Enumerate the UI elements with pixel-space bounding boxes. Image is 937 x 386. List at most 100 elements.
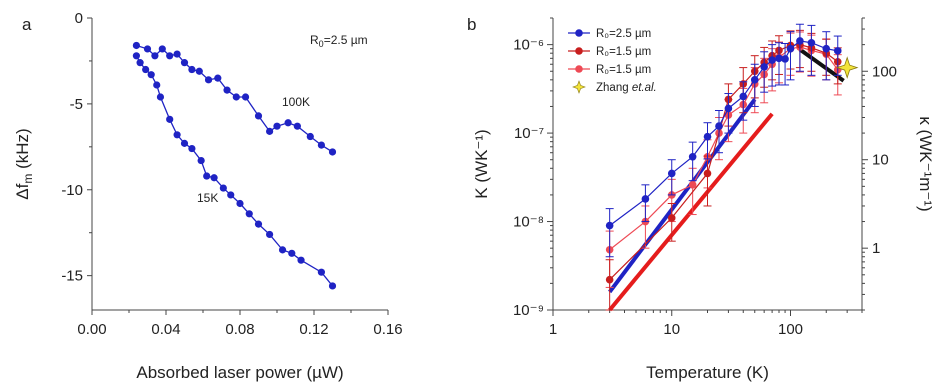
y2-axis-label: κ (WK⁻¹m⁻¹) [916,116,935,211]
data-point [156,93,165,101]
data-point [266,230,274,239]
x-tick-label: 0.16 [373,321,402,338]
data-point [254,220,263,228]
data-point [688,152,697,161]
x-axis-label: Absorbed laser power (µW) [136,363,343,382]
data-point [688,181,697,189]
y-tick-label: -5 [70,96,83,113]
data-point [223,86,231,94]
data-point [188,65,196,74]
y-axis-label: Δfm (kHz) [13,128,35,199]
data-point [641,195,650,203]
x-tick-label: 0.08 [225,321,254,338]
data-point [214,74,222,82]
zhang-data-marker [835,56,859,79]
x-axis-label: Temperature (K) [646,363,769,382]
series-label-100K: 100K [282,95,310,109]
legend-label-zhang-italic: et.al. [632,82,657,94]
data-point [306,132,314,141]
data-point [180,59,189,67]
data-point [153,81,161,89]
radius-annotation-sub: 0 [319,39,324,49]
y-tick-label: 10⁻⁷ [514,125,544,142]
data-point [158,45,166,53]
data-point [667,214,676,222]
data-point [147,71,155,79]
panel-label-a: a [22,15,32,34]
data-point [796,37,804,45]
data-point [288,249,296,257]
data-point [781,55,789,63]
data-point [739,92,748,101]
data-point [768,56,776,64]
y2-tick-label: 100 [872,63,897,80]
data-point [188,144,196,153]
data-point [273,122,281,130]
data-point [284,119,292,127]
y-axis-label-sub: m [21,174,35,184]
x-tick-label: 10 [663,321,680,338]
data-point [236,199,244,208]
data-point [254,112,263,120]
data-point [293,122,301,130]
legend-marker [575,47,583,55]
data-point [822,44,831,53]
data-point [786,44,795,53]
data-point [317,141,325,149]
y-axis-label-unit: (kHz) [13,128,32,173]
legend-label-zhang-plain: Zhang [596,82,632,94]
series-label-15K: 15K [197,191,218,205]
data-point [136,59,144,67]
radius-annotation-main: R [310,33,319,47]
data-point [724,104,733,113]
data-point [605,275,614,284]
legend-label: R₀=1.5 µm [596,64,651,76]
data-point [278,246,287,254]
data-point [203,172,211,180]
y-axis-label: K (WK⁻¹) [472,129,491,198]
data-point [715,122,723,130]
legend-marker [575,29,583,37]
radius-annotation-rest: =2.5 µm [324,33,368,47]
y-tick-label: 10⁻⁶ [513,37,544,54]
y-tick-label: -10 [61,182,83,199]
x-tick-label: 0.04 [151,321,180,338]
data-point [667,169,676,178]
data-point [151,52,159,60]
panel-a-chart: 0.00 0.04 0.08 0.12 0.16 0 -5 -10 -15 Absorbed la… [13,10,403,382]
data-point [180,139,189,147]
data-point [297,256,305,264]
data-point [195,67,203,75]
panel-label-b: b [467,15,476,34]
legend-label: R₀=1.5 µm [596,46,651,58]
data-point [132,52,140,60]
data-point [210,174,218,182]
data-point [143,45,152,53]
data-point [750,76,759,84]
data-point [703,169,712,178]
legend-label: R₀=2.5 µm [596,28,651,40]
y-axis-label-main: Δf [13,183,32,199]
fit-line [608,112,774,312]
y2-tick-label: 1 [872,240,880,257]
data-point [142,65,150,74]
fit-line [608,98,757,294]
y-tick-label: -15 [61,268,83,285]
data-point [197,156,205,165]
data-point [204,76,213,84]
data-point [227,191,235,199]
data-point [317,268,325,276]
data-point [166,115,174,123]
legend-label-zhang: Zhang et.al. [596,82,657,94]
data-point [775,54,783,63]
data-point [328,282,337,290]
data-point [166,52,174,60]
data-point [241,93,250,101]
panel-b-chart: 1 10 100 10⁻⁹ 10⁻⁸ 10⁻⁷ 10⁻⁶ 1 10 100 Temperature … [467,15,935,382]
data-point [132,41,140,50]
data-point [703,132,712,141]
y-tick-label: 10⁻⁸ [513,214,544,231]
data-point [266,127,274,135]
x-tick-label: 1 [549,321,557,338]
